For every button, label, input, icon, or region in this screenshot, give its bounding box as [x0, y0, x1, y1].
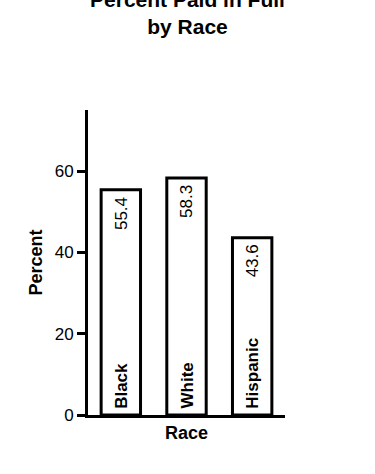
svg-text:White: White: [178, 362, 197, 408]
svg-text:20: 20: [55, 325, 74, 344]
svg-text:55.4: 55.4: [112, 197, 131, 230]
svg-text:43.6: 43.6: [243, 244, 262, 277]
svg-text:60: 60: [55, 162, 74, 181]
svg-text:Race: Race: [165, 423, 208, 443]
svg-text:Hispanic: Hispanic: [243, 338, 262, 409]
svg-text:Percent: Percent: [26, 229, 46, 295]
svg-text:0: 0: [64, 406, 73, 425]
svg-text:Black: Black: [112, 363, 131, 409]
svg-text:Percent Paid in Fullby Race: Percent Paid in Fullby Race: [90, 0, 285, 38]
svg-text:58.3: 58.3: [177, 185, 196, 218]
svg-text:40: 40: [55, 243, 74, 262]
